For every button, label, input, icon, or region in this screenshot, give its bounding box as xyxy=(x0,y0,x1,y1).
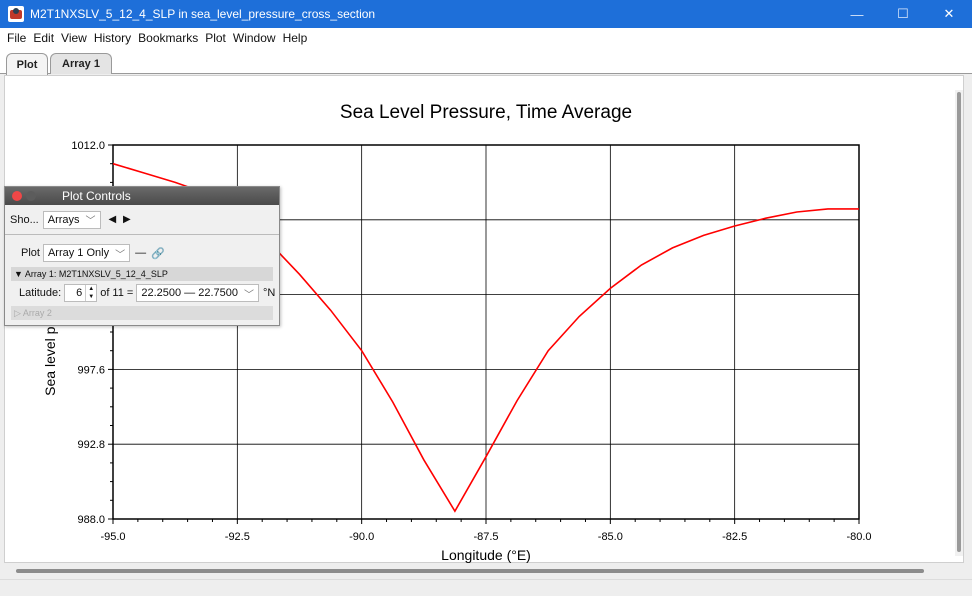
y-tick-label: 988.0 xyxy=(77,514,105,526)
status-bar xyxy=(0,579,972,596)
tab-strip: Plot Array 1 xyxy=(0,48,972,75)
latitude-range-value: 22.2500 — 22.7500 xyxy=(141,287,238,299)
title-bar: M2T1NXSLV_5_12_4_SLP in sea_level_pressu… xyxy=(0,0,972,28)
of-count-text: of 11 = xyxy=(100,287,134,299)
show-select-value: Arrays xyxy=(47,213,80,226)
horizontal-scrollbar[interactable] xyxy=(0,563,972,579)
x-tick-label: -82.5 xyxy=(722,531,747,543)
maximize-button[interactable]: ☐ xyxy=(897,6,909,21)
plot-row: Plot Array 1 Only ﹀ — 🔗 xyxy=(5,239,279,267)
menu-file[interactable]: File xyxy=(7,31,27,45)
y-tick-label: 997.6 xyxy=(77,364,105,376)
minimize-button[interactable]: — xyxy=(850,6,864,22)
latitude-row: Latitude: 6 ▲ ▼ of 11 = 22.2500 — 22.7500… xyxy=(5,282,279,304)
latitude-stepper[interactable]: 6 ▲ ▼ xyxy=(64,284,98,302)
show-select[interactable]: Arrays ﹀ xyxy=(42,210,101,229)
show-row: Sho... Arrays ﹀ ◀ ▶ xyxy=(5,205,279,235)
x-tick-label: -85.0 xyxy=(598,531,623,543)
plot-controls-title: Plot Controls xyxy=(62,189,131,203)
separator-dash: — xyxy=(135,247,147,259)
nav-arrows-icon[interactable]: ◀ ▶ xyxy=(108,214,133,225)
latitude-index-value[interactable]: 6 xyxy=(76,287,83,299)
menu-edit[interactable]: Edit xyxy=(33,31,55,45)
horizontal-scroll-thumb[interactable] xyxy=(16,569,924,573)
chart-title: Sea Level Pressure, Time Average xyxy=(340,102,632,123)
chevron-down-icon: ﹀ xyxy=(115,249,126,261)
tab-array-1[interactable]: Array 1 xyxy=(50,53,112,74)
x-axis-label: Longitude (°E) xyxy=(441,547,531,563)
array-1-header[interactable]: ▼ Array 1: M2T1NXSLV_5_12_4_SLP xyxy=(11,267,273,281)
menu-plot[interactable]: Plot xyxy=(205,31,226,45)
vertical-scrollbar[interactable] xyxy=(955,90,963,556)
close-button[interactable]: ✕ xyxy=(943,6,955,21)
latitude-range-select[interactable]: 22.2500 — 22.7500 ﹀ xyxy=(136,284,259,302)
close-dot-icon[interactable] xyxy=(12,191,22,201)
show-label: Sho... xyxy=(10,213,39,226)
menu-bookmarks[interactable]: Bookmarks xyxy=(138,31,199,45)
y-tick-label: 992.8 xyxy=(77,439,105,451)
chevron-down-icon: ﹀ xyxy=(85,216,96,227)
stepper-arrows-icon[interactable]: ▲ ▼ xyxy=(85,285,96,301)
x-tick-label: -92.5 xyxy=(225,531,250,543)
plot-controls-titlebar[interactable]: Plot Controls xyxy=(5,187,279,205)
window-title: M2T1NXSLV_5_12_4_SLP in sea_level_pressu… xyxy=(30,7,376,21)
x-tick-label: -80.0 xyxy=(846,531,871,543)
minimize-dot-icon[interactable] xyxy=(26,191,36,201)
plot-controls-panel: Plot Controls Sho... Arrays ﹀ ◀ ▶ Plot A… xyxy=(4,186,280,326)
latitude-unit: °N xyxy=(262,287,276,299)
plot-select[interactable]: Array 1 Only ﹀ xyxy=(42,244,131,262)
menu-bar: File Edit View History Bookmarks Plot Wi… xyxy=(0,28,972,48)
x-tick-label: -87.5 xyxy=(473,531,498,543)
link-icon[interactable]: 🔗 xyxy=(151,247,165,260)
vertical-scroll-thumb[interactable] xyxy=(957,92,961,552)
x-tick-label: -95.0 xyxy=(100,531,125,543)
chevron-down-icon: ﹀ xyxy=(243,289,254,301)
plot-select-value: Array 1 Only xyxy=(47,247,110,259)
panoply-app-icon xyxy=(8,6,24,22)
array-2-header[interactable]: ▷ Array 2 xyxy=(11,306,273,320)
latitude-label: Latitude: xyxy=(19,287,62,299)
plot-label: Plot xyxy=(21,247,40,259)
axis-ticks: -95.0 -92.5 -90.0 -87.5 -85.0 -82.5 -80.0 988.0… xyxy=(71,140,871,543)
menu-window[interactable]: Window xyxy=(232,31,276,45)
menu-help[interactable]: Help xyxy=(282,31,308,45)
x-tick-label: -90.0 xyxy=(349,531,374,543)
tab-plot[interactable]: Plot xyxy=(6,53,48,75)
menu-history[interactable]: History xyxy=(93,31,132,45)
y-tick-label: 1012.0 xyxy=(71,140,105,152)
menu-view[interactable]: View xyxy=(61,31,87,45)
